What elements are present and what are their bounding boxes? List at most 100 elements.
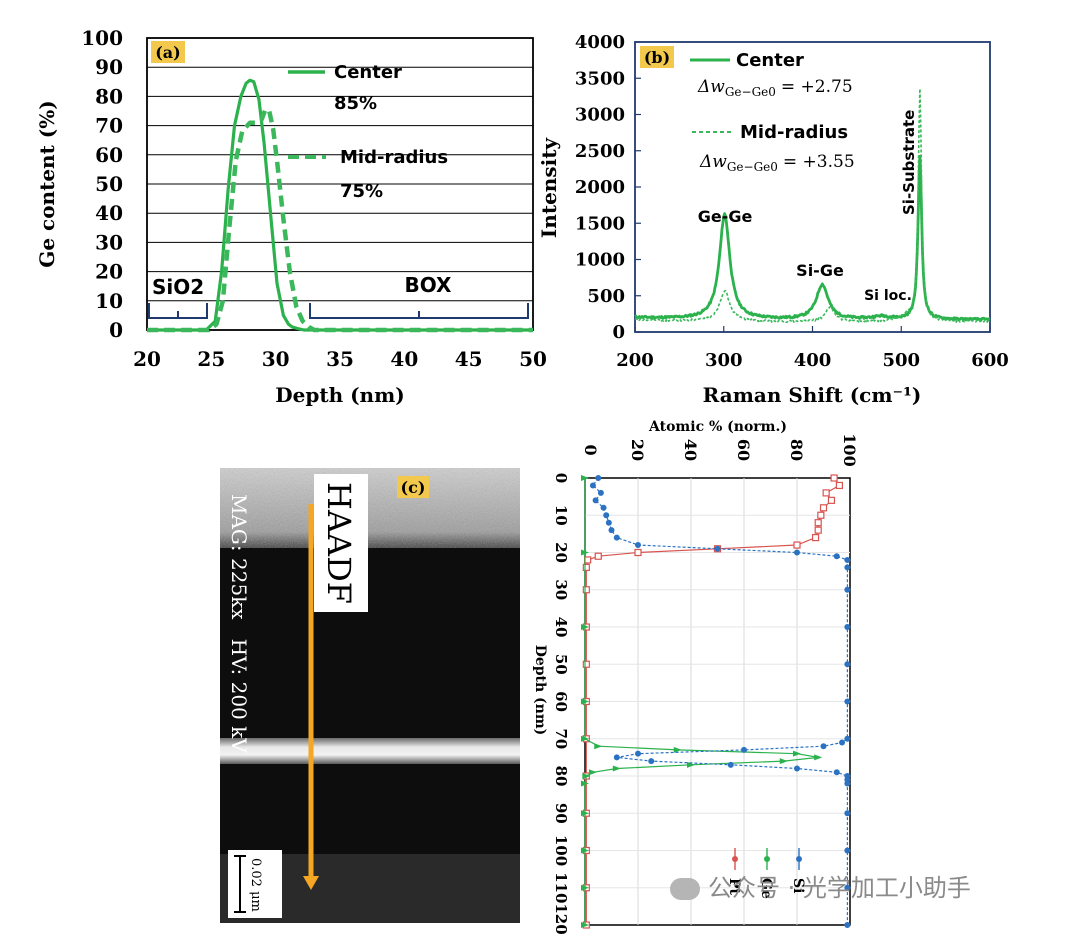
- panel-b-series-mid-radius: [634, 88, 991, 324]
- panel-c-depth-tick-label: 110: [552, 872, 570, 903]
- panel-c-point-ge: [581, 475, 589, 481]
- panel-b-series-center: [634, 155, 991, 322]
- panel-c-point-ge: [581, 624, 589, 630]
- panel-b-y-tick-label: 2000: [575, 177, 625, 198]
- panel-c-point-pt: [814, 526, 822, 534]
- panel-c-atomic-tick-label: 80: [787, 439, 806, 461]
- panel-a-x-tick-label: 50: [519, 347, 547, 371]
- panel-c-point-si: [844, 624, 851, 630]
- panel-c-point-si: [820, 743, 827, 750]
- panel-a-y-label: Ge content (%): [35, 100, 59, 267]
- panel-b-x-ticks: 200 300 400 500 600: [616, 326, 1009, 371]
- panel-c-legend-marker: [732, 856, 738, 862]
- panel-c-depth-axis-label: Depth (nm): [532, 645, 548, 736]
- panel-c-point-si: [589, 482, 596, 489]
- panel-a-x-tick-label: 30: [262, 347, 290, 371]
- panel-c-point-si: [608, 527, 615, 534]
- panel-c-point-si: [605, 519, 612, 526]
- panel-b-x-tick-label: 500: [882, 350, 920, 371]
- panel-a-y-tick-label: 50: [95, 172, 123, 196]
- tem-haadf-label-box: [314, 474, 368, 612]
- panel-c-depth-tick-label: 30: [552, 579, 570, 600]
- panel-c-point-ge: [581, 735, 589, 742]
- panel-c-point-ge: [581, 698, 589, 705]
- panel-c-legend-label: Ge: [758, 878, 774, 899]
- panel-c-depth-tick-label: 0: [552, 473, 570, 483]
- panel-c-point-si: [844, 698, 851, 705]
- panel-c-point-si: [613, 754, 620, 761]
- panel-c-point-si: [844, 922, 851, 928]
- panel-b-x-label: Raman Shift (cm⁻¹): [703, 383, 922, 407]
- panel-c-depth-tick-label: 40: [552, 617, 570, 638]
- panel-c-point-si: [635, 542, 641, 549]
- panel-c-legend-label: Si: [790, 878, 806, 893]
- panel-c-label-badge: [397, 476, 429, 498]
- tem-haadf-image: HAADF MAG: 225kx HV: 200 kV (c) 0.02 μm: [220, 468, 520, 923]
- tem-pt-cap-texture: [220, 468, 520, 548]
- panel-a-series-center: [147, 78, 533, 332]
- tem-image-drawing: HAADF MAG: 225kx HV: 200 kV (c) 0.02 μm: [220, 468, 520, 923]
- panel-b-y-tick-label: 1500: [575, 213, 625, 234]
- legend-b-mid-radius-delta-value: = +3.55: [783, 152, 855, 172]
- panel-a-label-badge: [151, 41, 185, 63]
- panel-a-y-tick-label: 10: [95, 289, 123, 313]
- panel-c-point-si: [592, 497, 599, 504]
- panel-c-point-si: [794, 765, 800, 772]
- panel-c-point-pt: [634, 548, 642, 557]
- panel-c-point-pt: [830, 474, 838, 482]
- panel-c-atomic-tick-label: 60: [734, 439, 753, 461]
- panel-c-point-si: [844, 884, 851, 891]
- panel-b-y-tick-label: 2500: [575, 141, 625, 162]
- panel-c-point-si: [844, 586, 851, 593]
- legend-b-center-label: Center: [736, 50, 804, 71]
- legend-b-center-delta-subscript: Ge−Ge0: [725, 85, 776, 99]
- panel-a-x-tick-label: 45: [455, 347, 483, 371]
- tem-scale-bar-label: 0.02 μm: [248, 858, 263, 912]
- panel-c-point-ge: [581, 922, 589, 928]
- legend-b-center-delta-value: = +2.75: [781, 77, 853, 97]
- panel-b-y-tick-label: 4000: [575, 32, 625, 53]
- panel-c-point-ge: [581, 810, 589, 817]
- panel-c-depth-tick-label: 90: [552, 803, 570, 824]
- panel-b-x-tick-label: 600: [971, 350, 1009, 371]
- panel-c-point-ge: [581, 780, 589, 787]
- panel-c-point-si: [833, 769, 840, 776]
- panel-c-depth-tick-label: 20: [552, 542, 570, 563]
- annotation-ge-ge: Ge-Ge: [698, 207, 753, 226]
- panel-b-x-tick-label: 300: [705, 350, 743, 371]
- panel-c-atomic-tick-label: 40: [681, 439, 700, 461]
- panel-c-point-si: [844, 564, 851, 571]
- panel-c-legend-marker: [796, 856, 802, 862]
- panel-c-depth-tick-label: 120: [552, 903, 570, 934]
- panel-c-point-si: [794, 549, 800, 556]
- panel-c-point-ge: [582, 773, 591, 779]
- legend-center-value: 85%: [334, 93, 377, 114]
- legend-b-mid-radius-delta-subscript: Ge−Ge0: [727, 160, 778, 174]
- panel-c-point-ge: [581, 847, 589, 854]
- tem-box-layer: [220, 764, 520, 854]
- panel-b-y-ticks: 0 500 1000 1500 2000 2500 3000 3500 4000: [575, 32, 641, 343]
- panel-a-y-tick-label: 30: [95, 230, 123, 254]
- panel-c-legend: Pt Ge Si: [726, 848, 806, 899]
- panel-c-point-si: [844, 810, 851, 817]
- panel-a-x-ticks: 20 25 30 35 40 45 50: [133, 347, 547, 371]
- panel-a-x-label: Depth (nm): [275, 383, 404, 407]
- panel-c-point-si: [595, 475, 602, 481]
- panel-c-point-pt: [582, 660, 590, 668]
- panel-c-point-pt: [819, 504, 828, 512]
- panel-c-depth-tick-label: 60: [552, 691, 570, 712]
- panel-c-chart: 0 20 40 60 80 100 0 10 20 30 40 50 60 70 80 90 100 11012…: [532, 419, 859, 935]
- panel-c-atomic-tick-label: 0: [581, 444, 600, 455]
- panel-c-point-si: [603, 512, 610, 519]
- panel-c-point-si: [844, 735, 851, 742]
- panel-a-y-ticks: 0 10 20 30 40 50 60 70 80 90 100: [81, 26, 123, 342]
- panel-c-point-pt: [814, 519, 822, 527]
- panel-b-plot-area: [634, 41, 991, 333]
- panel-a-series: [147, 78, 533, 333]
- panel-b-x-tick-label: 200: [616, 350, 654, 371]
- panel-c-atomic-axis-label: Atomic % (norm.): [648, 419, 787, 435]
- annotation-si-ge: Si-Ge: [796, 261, 844, 280]
- panel-c-point-si: [741, 746, 747, 753]
